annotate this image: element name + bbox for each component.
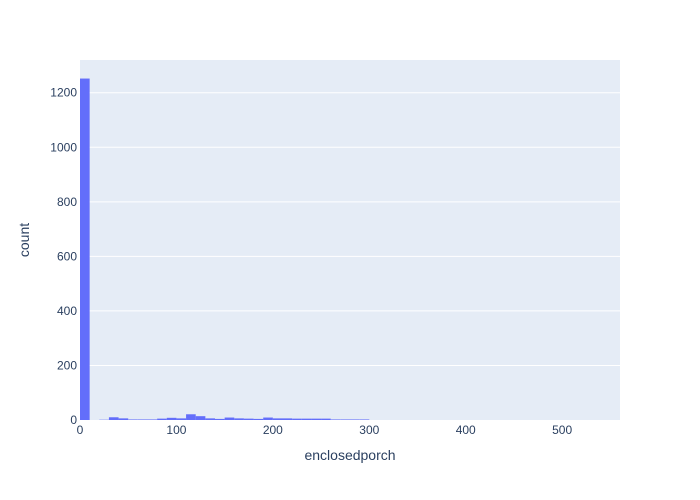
histogram-bar[interactable] bbox=[321, 418, 331, 420]
histogram-bar[interactable] bbox=[340, 419, 350, 420]
x-tick-label: 400 bbox=[456, 423, 476, 437]
histogram-bar[interactable] bbox=[224, 417, 235, 420]
histogram-bar[interactable] bbox=[195, 416, 206, 420]
y-tick-label: 1200 bbox=[50, 86, 77, 100]
histogram-bar[interactable] bbox=[330, 419, 341, 420]
histogram-bar[interactable] bbox=[176, 418, 187, 420]
histogram-bar[interactable] bbox=[118, 418, 129, 420]
y-axis-title: count bbox=[16, 223, 32, 257]
histogram-bar[interactable] bbox=[186, 414, 196, 420]
histogram-bar[interactable] bbox=[205, 418, 215, 420]
x-tick-label: 0 bbox=[77, 423, 84, 437]
plot-background bbox=[80, 60, 620, 420]
histogram-bar[interactable] bbox=[301, 418, 312, 420]
y-tick-label: 200 bbox=[57, 358, 77, 372]
y-tick-label: 1000 bbox=[50, 140, 77, 154]
histogram-bar[interactable] bbox=[272, 418, 283, 420]
x-tick-label: 500 bbox=[552, 423, 572, 437]
gridlines bbox=[80, 92, 620, 366]
histogram-bar[interactable] bbox=[215, 418, 225, 420]
histogram-bar[interactable] bbox=[234, 418, 244, 420]
x-tick-label: 200 bbox=[263, 423, 283, 437]
x-axis-ticks: 0 100 200 300 400 500 bbox=[77, 423, 573, 437]
x-axis-title: enclosedporch bbox=[304, 447, 395, 463]
histogram-bars bbox=[80, 78, 370, 420]
histogram-bar[interactable] bbox=[311, 418, 322, 420]
x-tick-label: 300 bbox=[359, 423, 379, 437]
y-tick-label: 0 bbox=[70, 413, 77, 427]
histogram-bar[interactable] bbox=[282, 418, 293, 420]
histogram-bar[interactable] bbox=[80, 78, 90, 420]
histogram-bar[interactable] bbox=[128, 419, 138, 420]
histogram-bar[interactable] bbox=[253, 418, 264, 420]
histogram-bar[interactable] bbox=[243, 418, 254, 420]
x-tick-label: 100 bbox=[166, 423, 186, 437]
y-tick-label: 600 bbox=[57, 249, 77, 263]
histogram-bar[interactable] bbox=[157, 418, 167, 420]
histogram-bar[interactable] bbox=[166, 417, 177, 420]
y-axis-ticks: 0 200 400 600 800 1000 1200 bbox=[50, 86, 77, 427]
histogram-bar[interactable] bbox=[147, 419, 158, 420]
y-tick-label: 800 bbox=[57, 195, 77, 209]
histogram-bar[interactable] bbox=[292, 418, 302, 420]
histogram-bar[interactable] bbox=[108, 417, 119, 420]
histogram-bar[interactable] bbox=[359, 419, 370, 420]
histogram-bar[interactable] bbox=[350, 419, 360, 420]
histogram-bar[interactable] bbox=[263, 417, 273, 420]
y-tick-label: 400 bbox=[57, 304, 77, 318]
histogram-bar[interactable] bbox=[137, 419, 148, 420]
